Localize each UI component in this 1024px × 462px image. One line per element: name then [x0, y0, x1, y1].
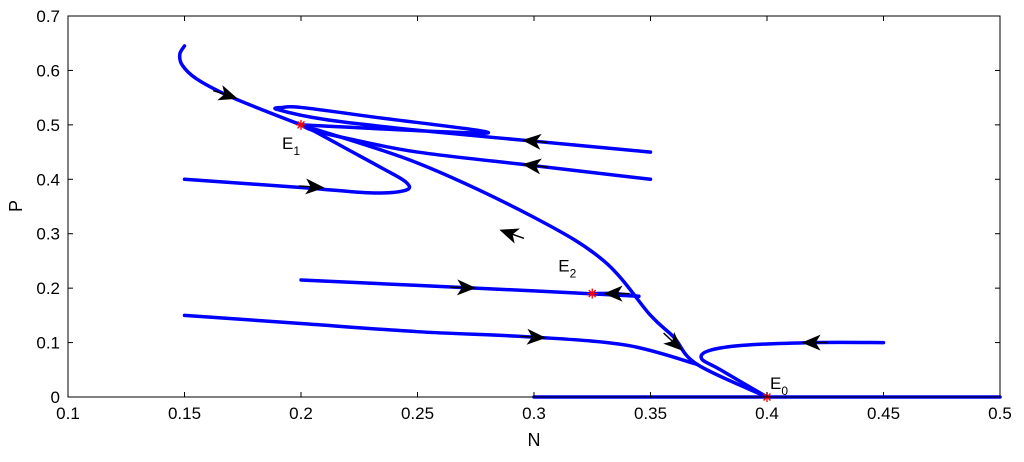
direction-arrow [450, 279, 477, 296]
arrow-shaft [533, 140, 549, 144]
equilibrium-label-e1: E1 [282, 134, 300, 158]
x-axis-label: N [528, 430, 541, 450]
trajectory-1 [177, 44, 303, 127]
x-tick-label: 0.25 [401, 404, 434, 423]
y-tick-label: 0 [51, 388, 60, 407]
arrow-head [801, 334, 821, 351]
x-tick-label: 0.5 [988, 404, 1012, 423]
direction-arrow [603, 285, 630, 302]
arrow-head [603, 285, 623, 302]
arrow-head [663, 331, 683, 351]
arrow-head [522, 158, 542, 175]
equilibrium-label-e0: E0 [770, 374, 788, 398]
y-tick-label: 0.3 [36, 225, 60, 244]
label-subscript: 0 [781, 384, 788, 398]
arrow-shaft [212, 89, 227, 96]
x-tick-label: 0.15 [168, 404, 201, 423]
y-tick-label: 0.2 [36, 279, 60, 298]
arrow-shaft [663, 332, 675, 344]
label-subscript: 2 [570, 267, 577, 281]
arrow-shaft [533, 164, 548, 169]
trajectory-9 [299, 123, 769, 399]
arrow-head [305, 178, 325, 195]
direction-arrow [212, 85, 238, 101]
x-tick-label: 0.4 [755, 404, 779, 423]
marker-stroke [588, 289, 597, 298]
y-tick-label: 0.1 [36, 334, 60, 353]
equilibrium-label-e2: E2 [558, 257, 576, 281]
label-main: E [282, 134, 293, 153]
direction-arrow [298, 178, 325, 195]
equilibrium-marker-e2 [587, 288, 598, 299]
arrow-shaft [510, 233, 525, 240]
x-tick-label: 0.45 [867, 404, 900, 423]
direction-arrow [499, 228, 525, 244]
arrow-head [522, 133, 542, 150]
trajectory-4 [182, 123, 412, 195]
x-tick-label: 0.1 [56, 404, 80, 423]
plot-layer [177, 44, 1002, 402]
arrow-head [217, 85, 238, 101]
y-tick-label: 0.6 [36, 61, 60, 80]
arrow-shaft [519, 335, 535, 338]
direction-arrow [519, 328, 546, 345]
direction-arrow [801, 334, 828, 351]
direction-arrow [522, 158, 548, 175]
trajectory-2 [273, 104, 653, 154]
label-subscript: 1 [293, 144, 300, 158]
arrow-head [499, 228, 520, 244]
arrow-shaft [298, 185, 313, 188]
trajectory-7 [182, 313, 699, 367]
equilibrium-marker-e1 [296, 119, 306, 130]
direction-arrow [522, 133, 549, 150]
y-tick-label: 0.5 [36, 116, 60, 135]
label-main: E [558, 257, 569, 276]
trajectory-8 [699, 340, 886, 399]
arrow-head [456, 279, 477, 296]
ticks-layer: 0.1 0.15 0.2 0.25 0.3 0.35 0.4 0.45 0.500.10.20.… [36, 7, 1011, 423]
y-tick-label: 0.4 [36, 170, 60, 189]
marker-stroke [297, 120, 305, 129]
x-tick-label: 0.2 [289, 404, 313, 423]
x-tick-label: 0.35 [634, 404, 667, 423]
y-axis-label: P [6, 200, 26, 212]
y-tick-label: 0.7 [36, 7, 60, 26]
direction-arrow [663, 331, 683, 351]
x-tick-label: 0.3 [522, 404, 546, 423]
arrow-head [526, 328, 546, 345]
label-main: E [770, 374, 781, 393]
